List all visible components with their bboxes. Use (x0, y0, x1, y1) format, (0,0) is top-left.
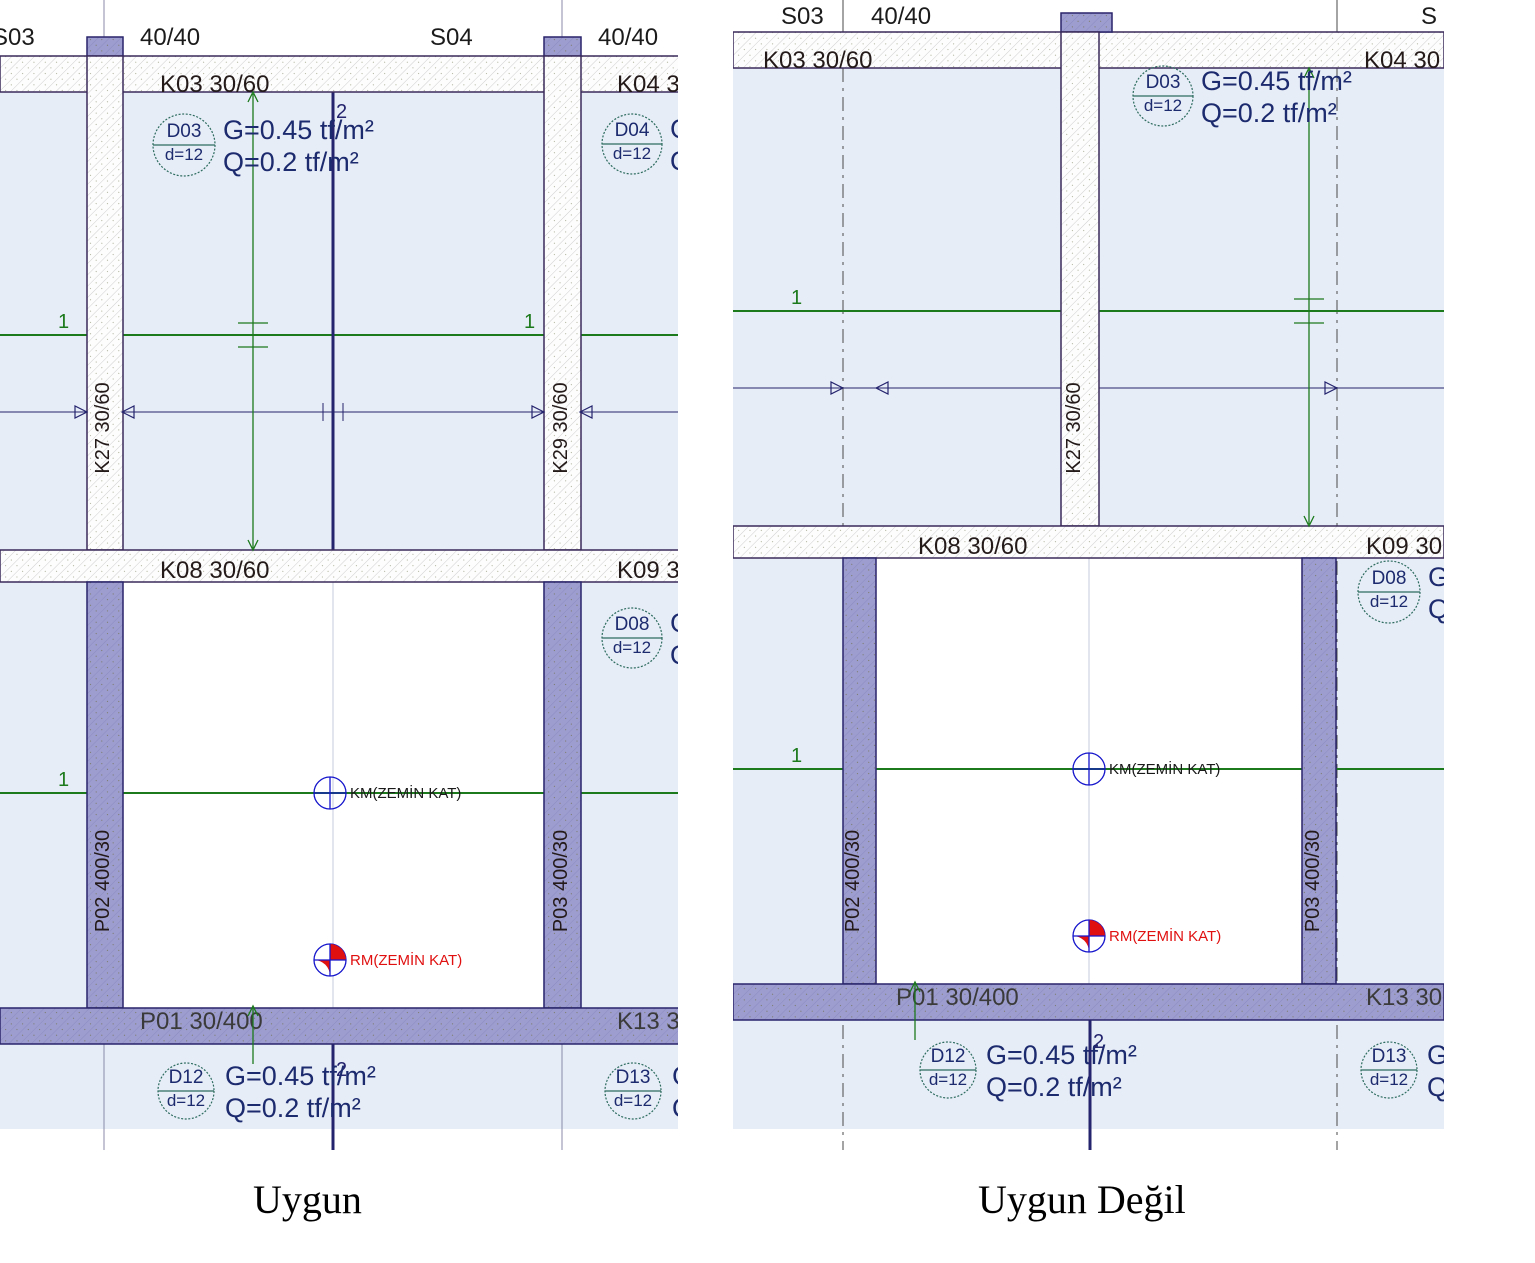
svg-text:K27 30/60: K27 30/60 (92, 382, 114, 473)
svg-text:K03 30/60: K03 30/60 (763, 47, 872, 74)
svg-text:D12: D12 (931, 1046, 966, 1067)
svg-text:d=12: d=12 (1370, 592, 1408, 611)
svg-text:d=12: d=12 (1370, 1070, 1408, 1089)
svg-text:RM(ZEMİN KAT): RM(ZEMİN KAT) (350, 951, 462, 969)
svg-text:Q: Q (670, 640, 678, 670)
svg-text:D04: D04 (615, 120, 650, 141)
svg-text:d=12: d=12 (167, 1091, 205, 1110)
svg-text:1: 1 (58, 311, 69, 333)
svg-text:P01 30/400: P01 30/400 (140, 1008, 263, 1035)
svg-text:Q=0.2 tf/m²: Q=0.2 tf/m² (1201, 98, 1337, 128)
svg-text:K29 30/60: K29 30/60 (550, 382, 572, 473)
svg-text:D03: D03 (167, 121, 202, 142)
svg-text:d=12: d=12 (165, 145, 203, 164)
svg-text:P02 400/30: P02 400/30 (92, 830, 114, 932)
svg-text:S03: S03 (0, 24, 35, 51)
svg-text:S: S (1421, 3, 1437, 30)
svg-text:D12: D12 (169, 1067, 204, 1088)
svg-text:2: 2 (1093, 1031, 1104, 1053)
svg-text:Q: Q (672, 1093, 678, 1123)
svg-text:KM(ZEMİN KAT): KM(ZEMİN KAT) (350, 784, 461, 802)
svg-text:K09 30: K09 30 (1366, 533, 1442, 560)
svg-text:d=12: d=12 (929, 1070, 967, 1089)
svg-text:K04 30: K04 30 (617, 71, 678, 98)
svg-text:P03 400/30: P03 400/30 (550, 830, 572, 932)
svg-text:40/40: 40/40 (871, 3, 931, 30)
svg-text:G: G (672, 1061, 678, 1091)
svg-text:K03 30/60: K03 30/60 (160, 71, 269, 98)
svg-text:K08 30/60: K08 30/60 (918, 533, 1027, 560)
svg-text:G=0.45 tf/m²: G=0.45 tf/m² (986, 1040, 1137, 1070)
svg-text:G=0.45 tf/m²: G=0.45 tf/m² (225, 1061, 376, 1091)
svg-text:Q=0.2 tf/m²: Q=0.2 tf/m² (225, 1093, 361, 1123)
svg-text:G: G (670, 608, 678, 638)
svg-text:d=12: d=12 (613, 144, 651, 163)
svg-text:1: 1 (791, 745, 802, 767)
svg-text:P02 400/30: P02 400/30 (842, 830, 864, 932)
svg-text:d=12: d=12 (614, 1091, 652, 1110)
svg-text:40/40: 40/40 (140, 24, 200, 51)
svg-text:Q: Q (1428, 594, 1444, 624)
svg-text:D13: D13 (1372, 1046, 1407, 1067)
svg-text:K09 30: K09 30 (617, 557, 678, 584)
svg-text:S04: S04 (430, 24, 473, 51)
svg-text:1: 1 (791, 287, 802, 309)
svg-text:Q: Q (670, 146, 678, 176)
svg-text:D08: D08 (1372, 568, 1407, 589)
svg-text:G=0.45 tf/m²: G=0.45 tf/m² (1201, 66, 1352, 96)
svg-text:Q: Q (1427, 1072, 1444, 1102)
svg-text:K08 30/60: K08 30/60 (160, 557, 269, 584)
svg-text:G=0.45 tf/m²: G=0.45 tf/m² (223, 115, 374, 145)
svg-text:G: G (670, 114, 678, 144)
svg-text:K13 30: K13 30 (617, 1008, 678, 1035)
svg-text:D08: D08 (615, 614, 650, 635)
svg-text:d=12: d=12 (613, 638, 651, 657)
svg-text:K04 30: K04 30 (1364, 47, 1440, 74)
svg-text:G: G (1428, 562, 1444, 592)
svg-text:K27 30/60: K27 30/60 (1063, 382, 1085, 473)
svg-text:S03: S03 (781, 3, 824, 30)
svg-text:G: G (1427, 1040, 1444, 1070)
svg-text:D13: D13 (616, 1067, 651, 1088)
svg-text:1: 1 (58, 769, 69, 791)
svg-text:Q=0.2 tf/m²: Q=0.2 tf/m² (223, 147, 359, 177)
svg-text:Q=0.2 tf/m²: Q=0.2 tf/m² (986, 1072, 1122, 1102)
svg-text:KM(ZEMİN KAT): KM(ZEMİN KAT) (1109, 760, 1220, 778)
svg-text:40/40: 40/40 (598, 24, 658, 51)
svg-text:K13 30: K13 30 (1366, 984, 1442, 1011)
svg-text:RM(ZEMİN KAT): RM(ZEMİN KAT) (1109, 927, 1221, 945)
svg-text:P03 400/30: P03 400/30 (1302, 830, 1324, 932)
svg-text:d=12: d=12 (1144, 96, 1182, 115)
svg-text:D03: D03 (1146, 72, 1181, 93)
svg-text:1: 1 (524, 311, 535, 333)
